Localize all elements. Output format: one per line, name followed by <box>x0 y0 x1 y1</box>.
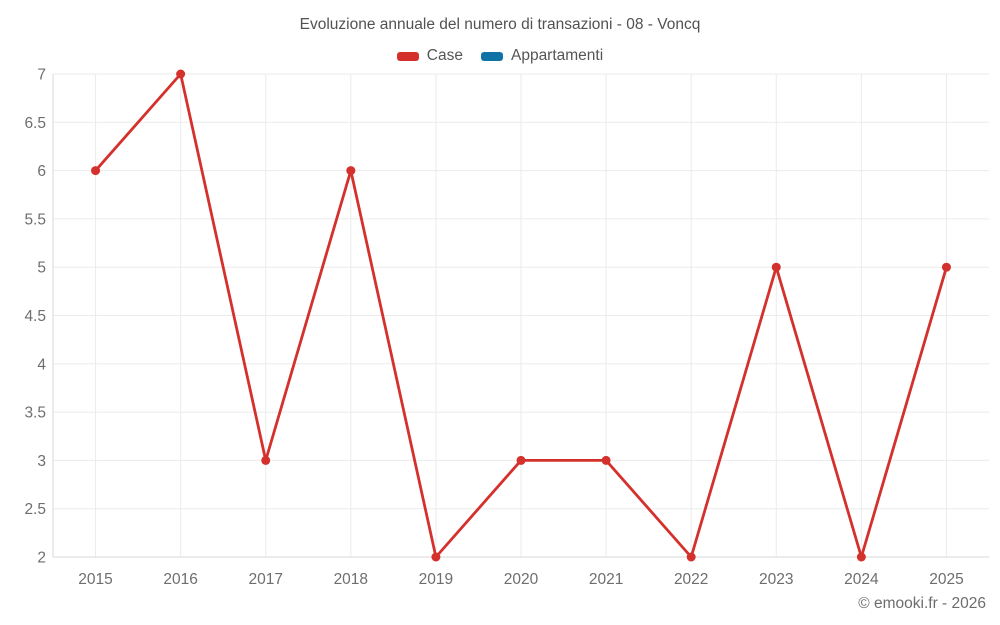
data-point-case-2021[interactable] <box>601 455 611 465</box>
y-tick-label: 6 <box>37 163 46 180</box>
data-point-case-2015[interactable] <box>91 166 101 176</box>
data-point-case-2017[interactable] <box>261 455 271 465</box>
legend-item-appartamenti[interactable]: Appartamenti <box>480 47 604 65</box>
data-point-case-2019[interactable] <box>431 552 441 562</box>
legend-label-case: Case <box>426 47 463 64</box>
legend-label-appartamenti: Appartamenti <box>510 47 604 64</box>
x-tick-label: 2015 <box>78 571 112 588</box>
y-tick-label: 2 <box>37 550 46 567</box>
x-tick-label: 2022 <box>674 571 708 588</box>
data-point-case-2023[interactable] <box>771 262 781 272</box>
data-point-case-2022[interactable] <box>686 552 696 562</box>
y-tick-label: 6.5 <box>24 115 46 132</box>
y-tick-label: 4.5 <box>24 308 46 325</box>
legend-swatch-icon-case <box>396 51 419 61</box>
x-tick-label: 2017 <box>248 571 282 588</box>
x-tick-label: 2021 <box>589 571 623 588</box>
x-tick-label: 2016 <box>163 571 197 588</box>
y-tick-label: 5 <box>37 260 46 277</box>
watermark: © emooki.fr - 2026 <box>858 595 986 612</box>
x-tick-label: 2025 <box>929 571 963 588</box>
chart-title: Evoluzione annuale del numero di transaz… <box>299 16 701 33</box>
data-point-case-2024[interactable] <box>856 552 866 562</box>
legend: Case Appartamenti <box>0 47 1000 65</box>
y-tick-label: 4 <box>37 356 46 373</box>
x-tick-label: 2023 <box>759 571 793 588</box>
data-point-case-2020[interactable] <box>516 455 526 465</box>
x-tick-label: 2019 <box>419 571 453 588</box>
legend-swatch-icon-appartamenti <box>480 51 503 61</box>
y-tick-label: 7 <box>37 67 46 84</box>
data-point-case-2016[interactable] <box>176 69 186 79</box>
y-tick-label: 3 <box>37 453 46 470</box>
legend-item-case[interactable]: Case <box>396 47 463 65</box>
y-tick-label: 5.5 <box>24 211 46 228</box>
x-tick-label: 2024 <box>844 571 879 588</box>
y-tick-label: 3.5 <box>24 405 46 422</box>
data-point-case-2018[interactable] <box>346 166 356 176</box>
y-tick-label: 2.5 <box>24 501 46 518</box>
data-point-case-2025[interactable] <box>941 262 951 272</box>
x-tick-label: 2018 <box>334 571 368 588</box>
x-tick-label: 2020 <box>504 571 539 588</box>
